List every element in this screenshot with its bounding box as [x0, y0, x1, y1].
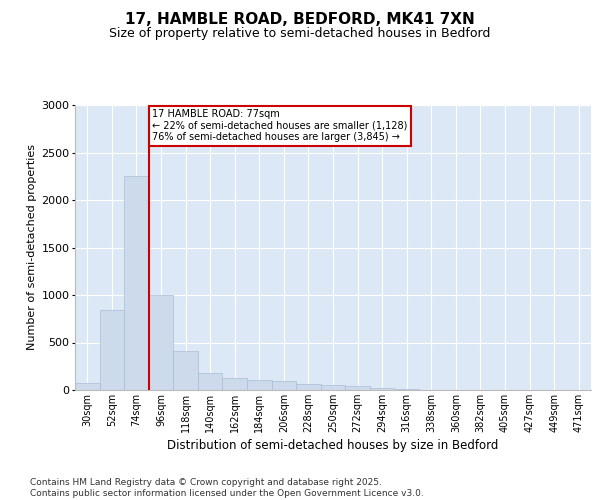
Text: 17, HAMBLE ROAD, BEDFORD, MK41 7XN: 17, HAMBLE ROAD, BEDFORD, MK41 7XN [125, 12, 475, 28]
Bar [100, 310, 124, 390]
Text: Contains HM Land Registry data © Crown copyright and database right 2025.
Contai: Contains HM Land Registry data © Crown c… [30, 478, 424, 498]
Bar [247, 380, 272, 390]
Bar [321, 385, 345, 390]
Bar [198, 374, 223, 390]
Bar [149, 295, 173, 390]
Bar [345, 386, 370, 390]
Bar [124, 176, 149, 390]
Text: 17 HAMBLE ROAD: 77sqm
← 22% of semi-detached houses are smaller (1,128)
76% of s: 17 HAMBLE ROAD: 77sqm ← 22% of semi-deta… [152, 110, 408, 142]
Text: Size of property relative to semi-detached houses in Bedford: Size of property relative to semi-detach… [109, 28, 491, 40]
Bar [223, 378, 247, 390]
Bar [272, 382, 296, 390]
Bar [370, 388, 394, 390]
Bar [394, 389, 419, 390]
X-axis label: Distribution of semi-detached houses by size in Bedford: Distribution of semi-detached houses by … [167, 439, 499, 452]
Y-axis label: Number of semi-detached properties: Number of semi-detached properties [27, 144, 37, 350]
Bar [173, 351, 198, 390]
Bar [75, 384, 100, 390]
Bar [296, 384, 321, 390]
